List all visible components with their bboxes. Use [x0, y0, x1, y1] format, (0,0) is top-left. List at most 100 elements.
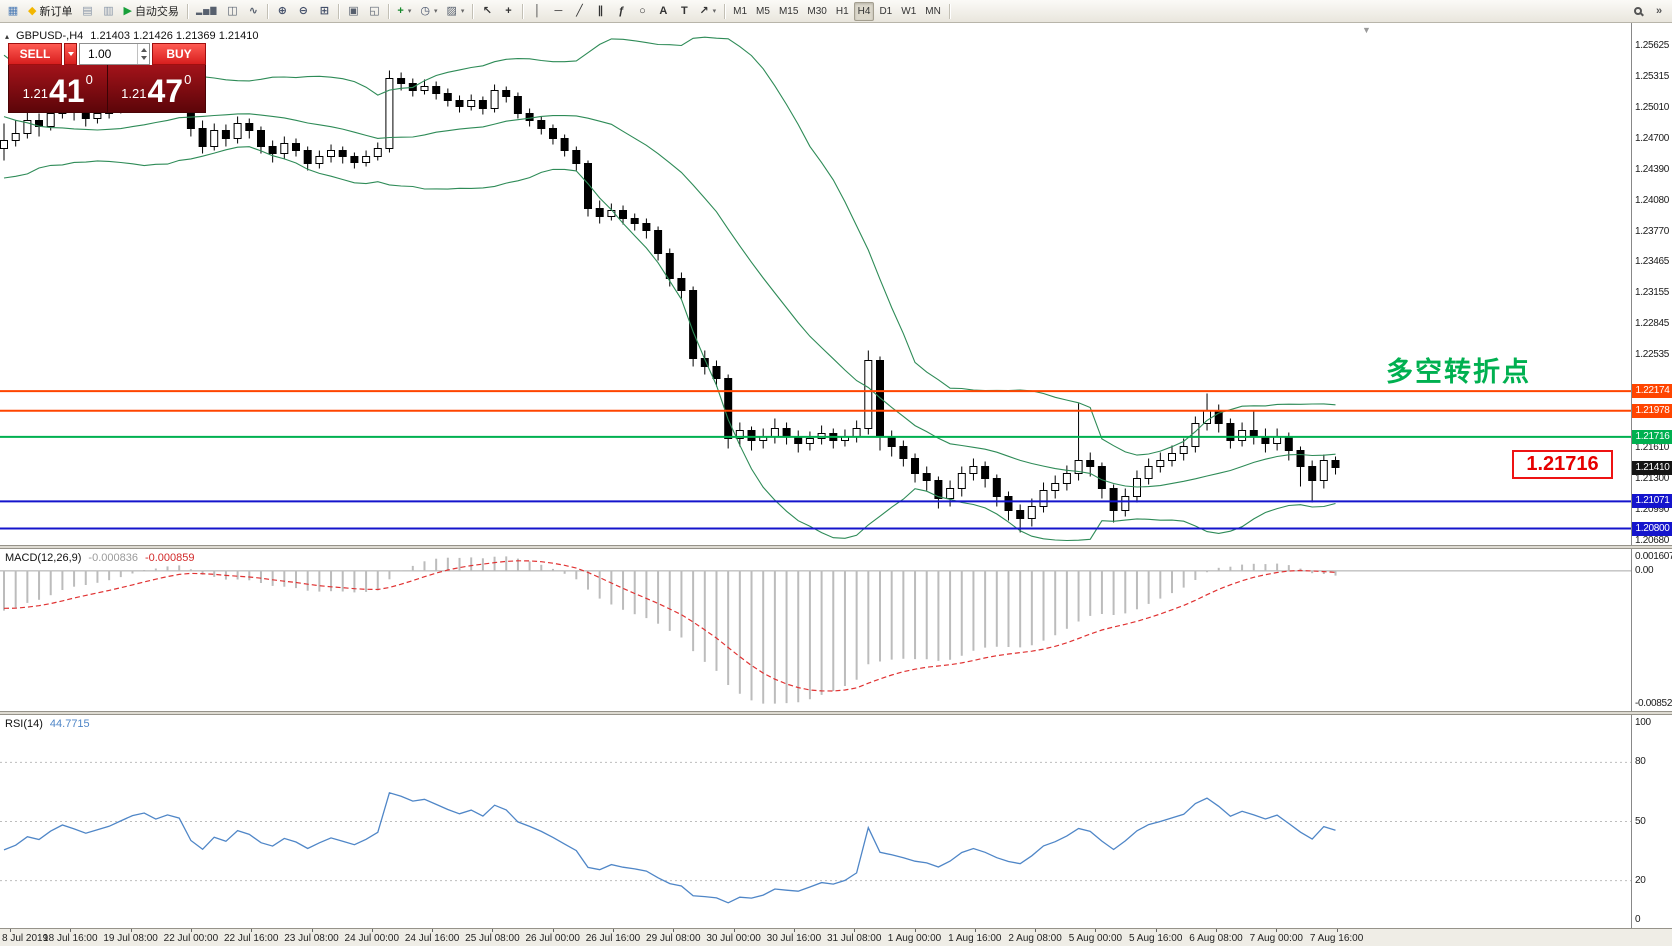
horizontal-lines [0, 390, 1631, 530]
indicators-button[interactable]: + ▾ [393, 2, 415, 21]
volume-stepper[interactable] [137, 44, 149, 64]
periods-button[interactable]: ◷ ▾ [416, 2, 441, 21]
new-order-button[interactable]: ◆ 新订单 [24, 2, 76, 21]
timeframe-m1-button[interactable]: M1 [729, 2, 751, 21]
pane-resize-handle[interactable] [0, 545, 1672, 549]
candle-body [864, 360, 873, 429]
trendline-button[interactable]: ╱ [569, 2, 589, 21]
candle-body [887, 436, 896, 447]
time-axis-label: 25 Jul 08:00 [465, 933, 520, 944]
toolbar-overflow-button[interactable]: » [1649, 2, 1669, 21]
label-icon: T [681, 4, 688, 17]
autotrading-play-icon: ▶ [123, 4, 132, 17]
order-type-dropdown[interactable] [64, 43, 77, 65]
chart-shift-marker-icon[interactable]: ▼ [1362, 25, 1371, 35]
crosshair-icon: + [505, 4, 512, 17]
candle-body [513, 96, 522, 114]
chart-quick-menu-icon[interactable]: ▴ [5, 31, 10, 41]
chart-symbol-label: GBPUSD-,H4 [16, 30, 84, 42]
timeframe-h1-button[interactable]: H1 [832, 2, 853, 21]
trade-panel-controls: SELL 1.00 BUY [8, 43, 206, 65]
zoom-out-button[interactable]: ⊖ [293, 2, 313, 21]
rsi-levels [0, 761, 1631, 882]
sell-price[interactable]: 1.21 41 0 [9, 65, 107, 112]
timeframe-label: H4 [857, 5, 871, 17]
timeframe-h4-button[interactable]: H4 [853, 1, 875, 21]
fibonacci-button[interactable]: ƒ [611, 2, 631, 21]
time-axis-tick [1035, 929, 1037, 932]
print-button[interactable]: ▤ [77, 2, 97, 21]
time-axis-tick [311, 929, 313, 932]
symbol-search-button[interactable] [1628, 2, 1648, 21]
timeframe-m30-button[interactable]: M30 [803, 2, 830, 21]
cursor-button[interactable]: ↖ [477, 2, 497, 21]
price-scale[interactable]: 1.25625 1.25315 1.25010 1.24700 1.24390 1.240… [1631, 23, 1672, 928]
buy-price-prefix: 1.21 [121, 86, 147, 101]
candle-body [747, 430, 756, 441]
candle-body [1039, 490, 1048, 507]
arrange-windows-button[interactable]: ▣ [343, 2, 363, 21]
line-chart-mode-button[interactable]: ∿ [243, 2, 263, 21]
buy-price[interactable]: 1.21 47 0 [108, 65, 206, 112]
charts-bar-button[interactable]: ▦ [3, 2, 23, 21]
zoom-in-button[interactable]: ⊕ [272, 2, 292, 21]
candlestick-mode-button[interactable]: ◫ [222, 2, 242, 21]
timeframe-d1-button[interactable]: D1 [875, 2, 896, 21]
dropdown-caret-icon: ▾ [712, 8, 717, 15]
timeframe-m5-button[interactable]: M5 [752, 2, 774, 21]
price-chart-pane[interactable]: ▼ ▴ GBPUSD-,H4 1.21403 1.21426 1.21369 1… [0, 23, 1631, 545]
sell-button[interactable]: SELL [8, 43, 62, 65]
price-chart-canvas[interactable] [0, 23, 1631, 545]
time-axis-tick [251, 929, 253, 932]
buy-button[interactable]: BUY [152, 43, 206, 65]
cursor-arrow-icon: ↖ [482, 4, 493, 17]
profiles-button[interactable]: ▥ [98, 2, 118, 21]
time-axis-tick [371, 929, 373, 932]
price-callout-box[interactable]: 1.21716 [1512, 450, 1613, 479]
rsi-name: RSI(14) [5, 718, 43, 730]
text-button[interactable]: A [653, 2, 673, 21]
candle-body [689, 290, 698, 359]
search-group: » [1628, 2, 1669, 21]
cascade-windows-button[interactable]: ◱ [364, 2, 384, 21]
rsi-pane[interactable]: RSI(14) 44.7715 [0, 715, 1631, 928]
toolbar-separator [267, 3, 269, 19]
arrows-button[interactable]: ↗ ▾ [695, 2, 720, 21]
buy-price-pip: 0 [184, 72, 192, 87]
vertical-line-button[interactable]: │ [527, 2, 547, 21]
price-axis-label: 1.24700 [1635, 132, 1670, 144]
time-axis-label: 18 Jul 16:00 [43, 933, 98, 944]
volume-field[interactable]: 1.00 [79, 43, 150, 65]
candle-body [1308, 466, 1317, 481]
zoom-group: ⊕ ⊖ ⊞ [272, 2, 334, 21]
channel-button[interactable]: ∥ [590, 2, 610, 21]
pane-resize-handle[interactable] [0, 711, 1672, 715]
candle-body [946, 488, 955, 499]
autotrading-button[interactable]: ▶ 自动交易 [119, 2, 182, 21]
bar-chart-mode-button[interactable]: ▂▅▇ [192, 2, 221, 21]
macd-canvas[interactable] [0, 549, 1631, 711]
price-divider [106, 65, 108, 112]
tile-windows-button[interactable]: ⊞ [314, 2, 334, 21]
label-button[interactable]: T [674, 2, 694, 21]
time-scale[interactable]: 8 Jul 2019 18 Jul 16:00 19 Jul 08:00 22 Jul… [0, 928, 1672, 946]
shapes-button[interactable]: ○ [632, 2, 652, 21]
stepper-up-icon[interactable] [140, 48, 147, 52]
time-axis-label: 23 Jul 08:00 [284, 933, 339, 944]
timeframe-w1-button[interactable]: W1 [897, 2, 920, 21]
timeframe-mn-button[interactable]: MN [921, 2, 945, 21]
chart-text-annotation[interactable]: 多空转折点 [1386, 357, 1531, 387]
macd-scale-zero: 0.00 [1635, 564, 1654, 576]
rsi-canvas[interactable] [0, 715, 1631, 928]
fibonacci-icon: ƒ [618, 4, 625, 17]
profiles-icon: ▥ [103, 4, 114, 17]
horizontal-line-button[interactable]: ─ [548, 2, 568, 21]
price-axis-label: 1.25625 [1635, 40, 1670, 51]
stepper-down-icon[interactable] [140, 56, 147, 60]
templates-button[interactable]: ▨ ▾ [442, 2, 468, 21]
time-axis-tick [1216, 929, 1217, 932]
crosshair-button[interactable]: + [498, 2, 518, 21]
macd-pane[interactable]: MACD(12,26,9) -0.000836 -0.000859 [0, 549, 1631, 711]
timeframe-m15-button[interactable]: M15 [775, 2, 802, 21]
